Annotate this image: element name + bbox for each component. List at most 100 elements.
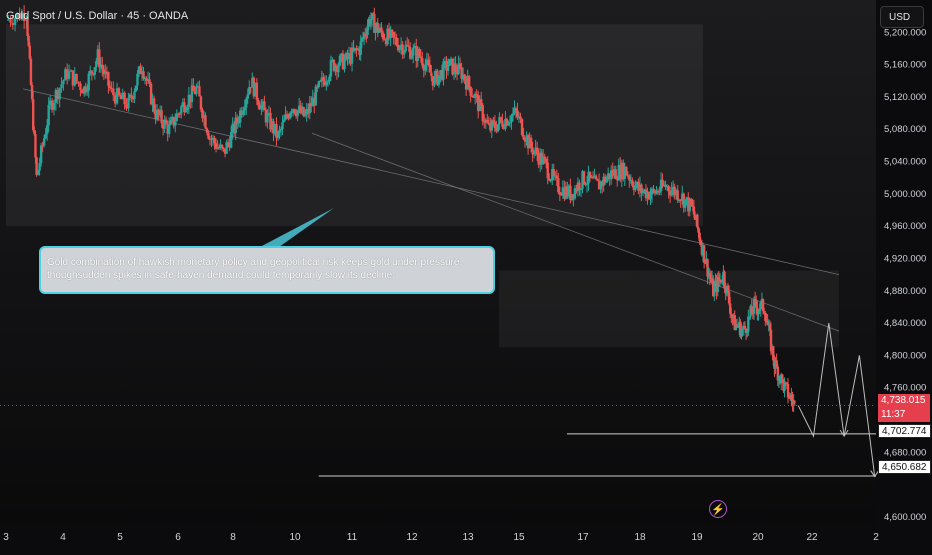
- candle-body: [20, 12, 24, 20]
- candle-body: [602, 176, 605, 186]
- candle-body: [384, 39, 388, 45]
- candle-body: [585, 183, 589, 185]
- candle-body: [184, 110, 188, 113]
- candle-body: [790, 394, 793, 400]
- candle-body: [434, 70, 438, 76]
- candle-body: [682, 193, 685, 208]
- projected-path: [797, 323, 876, 477]
- current-price-badge: 4,738.015: [878, 394, 930, 408]
- candle-body: [33, 129, 36, 135]
- candle-body: [514, 108, 518, 111]
- candle-body: [172, 116, 175, 126]
- candle-body: [171, 116, 174, 121]
- candle-body: [475, 93, 478, 96]
- candle-body: [472, 96, 475, 98]
- candle-body: [56, 90, 59, 100]
- candle-body: [659, 179, 663, 192]
- candle-body: [386, 28, 389, 45]
- candle-body: [578, 182, 581, 190]
- candle-body: [437, 75, 441, 85]
- candle-body: [756, 307, 759, 314]
- candle-body: [542, 156, 545, 165]
- candle-body: [288, 113, 292, 119]
- candle-body: [402, 51, 406, 55]
- candle-body: [95, 61, 98, 68]
- candle-body: [691, 205, 694, 207]
- candle-body: [219, 144, 222, 149]
- candle-body: [638, 184, 642, 191]
- x-tick-label: 2: [873, 532, 879, 543]
- candle-body: [248, 87, 251, 95]
- candle-body: [785, 382, 789, 385]
- candle-body: [338, 55, 342, 66]
- candle-body: [430, 72, 433, 77]
- candle-body: [404, 44, 407, 52]
- candle-body: [483, 121, 486, 123]
- candle-body: [374, 26, 377, 33]
- candle-body: [768, 324, 772, 330]
- candle-body: [326, 81, 330, 83]
- candle-body: [593, 175, 596, 179]
- zone-breakdown-box: [499, 270, 839, 348]
- candle-body: [507, 123, 510, 126]
- candle-body: [520, 119, 524, 135]
- candle-body: [102, 69, 106, 75]
- candle-body: [670, 190, 673, 196]
- candle-body: [293, 109, 296, 114]
- candle-body: [499, 117, 503, 121]
- lightning-icon[interactable]: ⚡: [709, 500, 727, 518]
- candle-body: [469, 86, 472, 96]
- candle-body: [245, 98, 248, 108]
- candle-body: [204, 115, 207, 129]
- candle-body: [620, 162, 623, 180]
- candle-body: [22, 12, 26, 22]
- candle-body: [628, 176, 631, 181]
- candle-body: [366, 26, 369, 36]
- candle-body: [427, 59, 430, 65]
- candle-body: [137, 66, 141, 74]
- annotation-callout[interactable]: Gold combination of hawkish monetary pol…: [39, 246, 495, 294]
- x-tick-label: 13: [462, 532, 474, 543]
- candle-body: [545, 158, 548, 163]
- candle-body: [431, 76, 435, 86]
- candle-body: [787, 397, 791, 399]
- candle-body: [525, 135, 528, 142]
- candle-body: [734, 324, 738, 331]
- currency-button[interactable]: USD: [880, 6, 924, 28]
- candle-body: [511, 113, 515, 116]
- candle-body: [370, 13, 374, 20]
- candle-body: [582, 171, 586, 184]
- candle-body: [740, 329, 743, 337]
- candle-body: [39, 145, 43, 164]
- candle-body: [86, 90, 89, 93]
- candle-body: [376, 22, 379, 33]
- candle-body: [290, 110, 293, 114]
- candle-body: [284, 114, 287, 120]
- candle-body: [128, 94, 132, 98]
- candle-body: [276, 132, 280, 138]
- candle-body: [528, 137, 531, 149]
- candle-body: [311, 97, 314, 107]
- y-tick-label: 4,880.000: [884, 286, 926, 297]
- candle-body: [369, 19, 373, 24]
- candle-body: [481, 104, 484, 122]
- candle-body: [576, 182, 580, 192]
- candle-body: [596, 178, 599, 181]
- candle-body: [764, 312, 767, 321]
- candle-body: [272, 121, 275, 134]
- candle-body: [168, 124, 171, 134]
- candle-body: [186, 106, 189, 111]
- candle-body: [757, 310, 760, 314]
- candle-body: [189, 94, 192, 102]
- candle-body: [79, 83, 82, 91]
- candle-body: [181, 102, 184, 107]
- candle-body: [64, 69, 67, 81]
- candle-body: [766, 321, 769, 326]
- candle-body: [337, 65, 340, 73]
- candle-body: [36, 170, 40, 175]
- candle-body: [281, 122, 284, 130]
- candle-body: [175, 113, 178, 122]
- candle-body: [655, 190, 658, 194]
- candle-body: [142, 71, 145, 79]
